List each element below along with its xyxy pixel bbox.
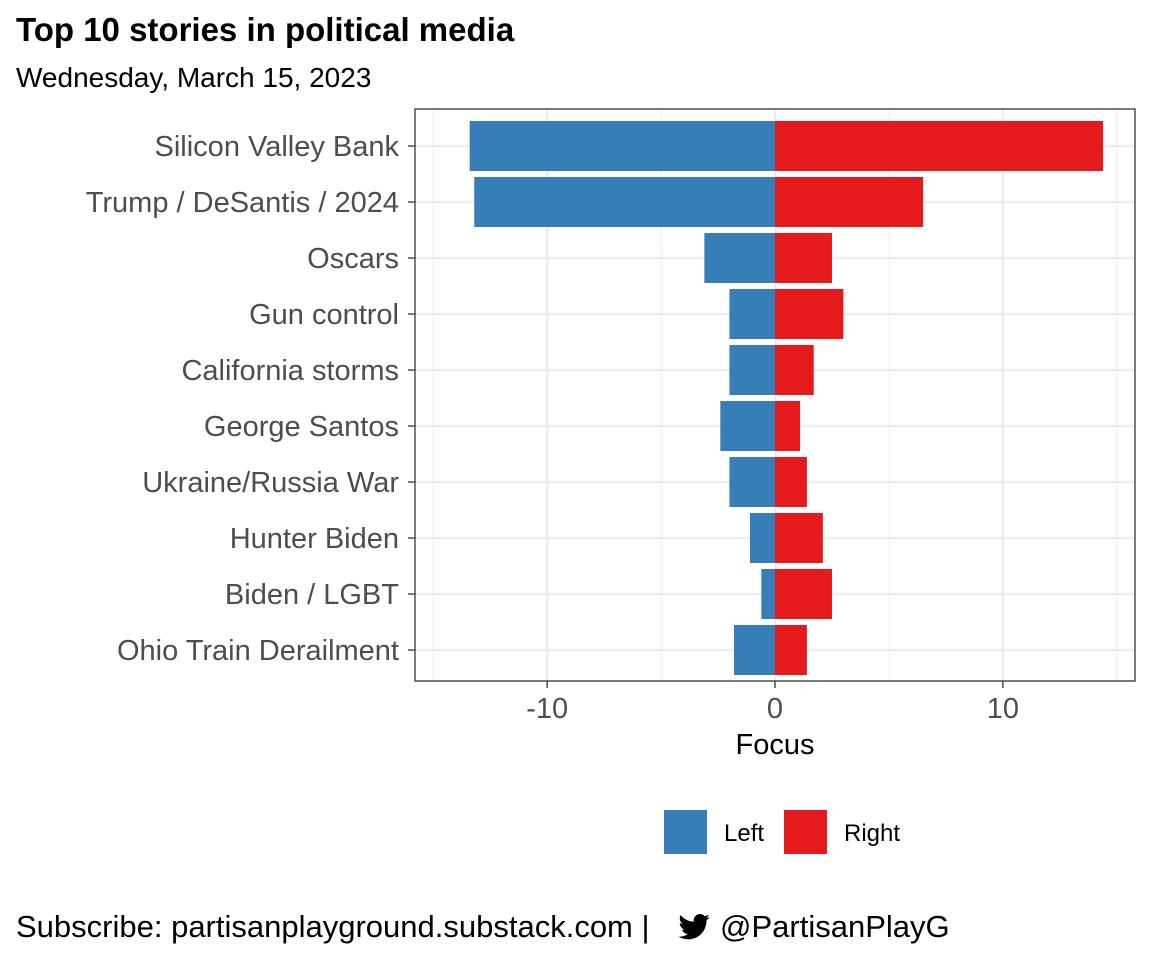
y-tick-label: Hunter Biden [230, 523, 399, 555]
y-tick-label: George Santos [204, 411, 399, 443]
x-tick-label: 10 [987, 693, 1019, 725]
bar-right-4 [775, 345, 814, 395]
bar-left-8 [761, 569, 775, 619]
footer: Subscribe: partisanplayground.substack.c… [16, 909, 950, 944]
chart-title: Top 10 stories in political media [16, 11, 515, 48]
bar-right-9 [775, 625, 807, 675]
x-axis: -10 0 10 [526, 681, 1019, 725]
bar-left-4 [729, 345, 775, 395]
legend: Left Right [664, 810, 900, 854]
y-axis: Silicon Valley Bank Trump / DeSantis / 20… [86, 131, 415, 667]
x-tick-label: 0 [767, 693, 783, 725]
bar-right-2 [775, 233, 832, 283]
bar-right-0 [775, 121, 1104, 171]
bar-right-8 [775, 569, 832, 619]
plot-bars [469, 121, 1104, 675]
legend-key-left [664, 810, 707, 854]
x-axis-title: Focus [736, 729, 815, 761]
bar-left-2 [704, 233, 775, 283]
bar-left-7 [749, 513, 775, 563]
legend-key-right [784, 810, 827, 854]
svg-text:Subscribe: partisanplayground.: Subscribe: partisanplayground.substack.c… [16, 909, 650, 944]
subscribe-text: Subscribe: partisanplayground.substack.c… [16, 909, 650, 944]
bar-right-5 [775, 401, 801, 451]
legend-label-left: Left [724, 820, 764, 847]
chart-subtitle: Wednesday, March 15, 2023 [16, 62, 371, 93]
bar-right-1 [775, 177, 924, 227]
y-tick-label: Gun control [249, 299, 399, 331]
legend-label-right: Right [844, 820, 900, 847]
twitter-handle: @PartisanPlayG [720, 909, 950, 944]
bar-left-9 [733, 625, 775, 675]
bar-left-0 [469, 121, 775, 171]
y-tick-label: California storms [181, 355, 399, 387]
y-tick-label: Silicon Valley Bank [155, 131, 400, 163]
bar-left-1 [474, 177, 775, 227]
twitter-bird-icon [678, 913, 710, 940]
bar-right-7 [775, 513, 823, 563]
svg-text:@PartisanPlayG: @PartisanPlayG [720, 909, 950, 944]
y-tick-label: Oscars [307, 243, 399, 275]
bar-left-3 [729, 289, 775, 339]
y-tick-label: Ohio Train Derailment [117, 635, 399, 667]
bar-right-6 [775, 457, 807, 507]
x-tick-label: -10 [526, 693, 568, 725]
y-tick-label: Trump / DeSantis / 2024 [86, 187, 399, 219]
y-tick-label: Biden / LGBT [225, 579, 399, 611]
bar-left-5 [720, 401, 775, 451]
bar-right-3 [775, 289, 844, 339]
bar-left-6 [729, 457, 775, 507]
y-tick-label: Ukraine/Russia War [142, 467, 399, 499]
